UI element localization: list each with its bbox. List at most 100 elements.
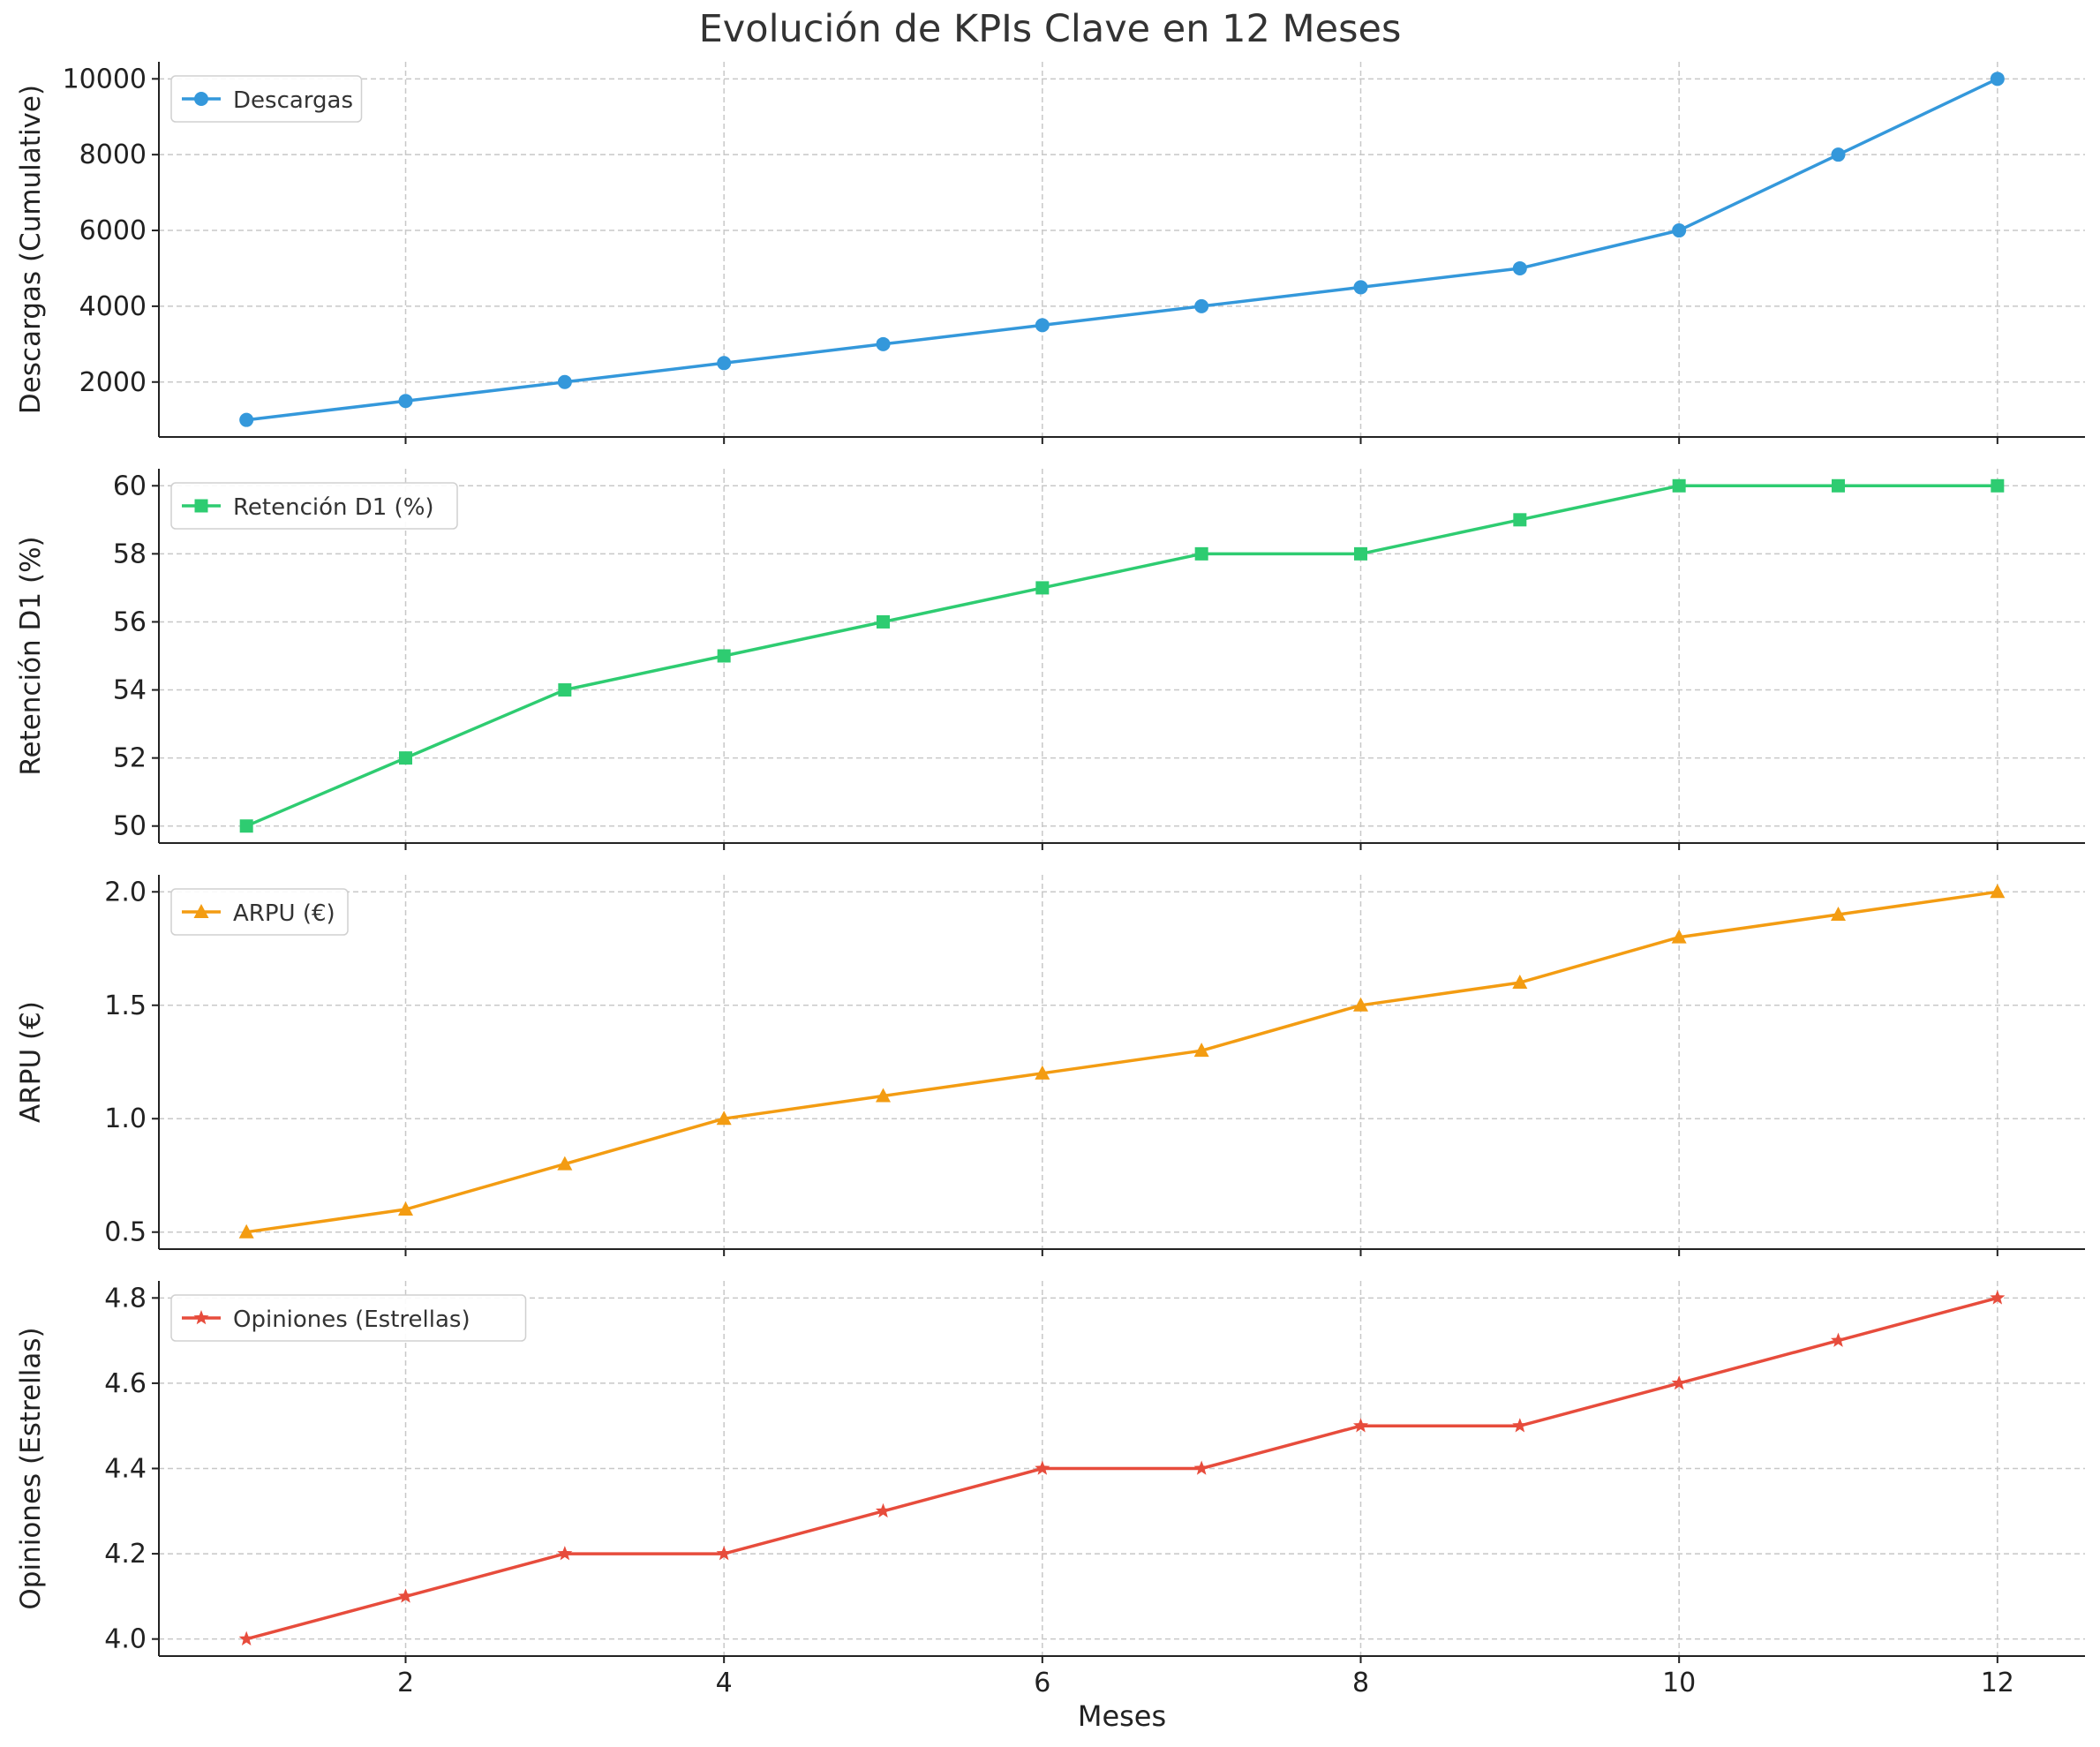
data-point [1830, 1332, 1847, 1347]
y-tick-label: 2.0 [104, 877, 147, 907]
data-point [1353, 280, 1368, 295]
data-point [1990, 1290, 2006, 1305]
data-point [1512, 1418, 1528, 1433]
x-tick-label: 8 [1352, 1668, 1369, 1698]
data-point [1035, 581, 1050, 595]
data-point [877, 614, 891, 629]
y-axis-label: Descargas (Cumulative) [15, 85, 47, 414]
data-point [557, 374, 572, 389]
data-point [716, 1546, 732, 1561]
data-point [716, 1111, 732, 1126]
chart-title: Evolución de KPIs Clave en 12 Meses [698, 7, 1402, 51]
data-point [1990, 72, 2005, 87]
data-point [239, 412, 254, 427]
data-point [557, 1546, 573, 1561]
y-tick-label: 52 [113, 743, 147, 774]
data-point [398, 394, 413, 409]
data-point [1512, 260, 1527, 275]
data-point [399, 751, 413, 765]
data-point [1035, 1460, 1050, 1475]
data-point [1830, 906, 1846, 921]
data-point [1352, 1418, 1369, 1433]
x-tick-label: 6 [1034, 1668, 1050, 1698]
data-point [1353, 546, 1367, 561]
legend: Opiniones (Estrellas) [170, 1294, 527, 1342]
series-line [245, 1296, 1998, 1641]
legend-box [170, 888, 349, 936]
data-point [1672, 223, 1687, 238]
y-tick-label: 4000 [79, 291, 147, 322]
data-point [1990, 884, 2006, 899]
x-tick-label: 10 [1662, 1668, 1696, 1698]
legend: Descargas [170, 75, 363, 123]
y-tick-label: 4.2 [104, 1539, 147, 1570]
subplot-2: 50 52 54 56 58 60 Retención D1 (%) Retención D1… [15, 469, 2085, 850]
y-axis-label: Retención D1 (%) [15, 536, 47, 775]
y-tick-label: 4.4 [104, 1454, 147, 1485]
data-point [239, 819, 253, 833]
subplot-3: 0.5 1.0 1.5 2.0 ARPU (€) ARPU (€) [15, 875, 2085, 1256]
data-point [238, 1224, 254, 1239]
data-point [1194, 298, 1209, 313]
data-point [1193, 1043, 1209, 1058]
data-point [1193, 1460, 1209, 1475]
y-tick-label: 4.8 [104, 1283, 147, 1314]
data-point [1352, 997, 1368, 1012]
legend-box [170, 75, 363, 123]
y-tick-label: 60 [113, 471, 147, 501]
data-point [398, 1201, 414, 1216]
subplot-1: 2000 4000 6000 8000 10000 Descargas (Cumulati… [15, 62, 2085, 444]
series-line [245, 890, 1998, 1234]
series-line [245, 77, 1998, 422]
legend-label: Descargas [233, 87, 353, 114]
y-tick-label: 10000 [63, 64, 147, 94]
y-tick-label: 54 [113, 675, 147, 706]
series-line [245, 484, 1998, 828]
data-point [397, 1588, 414, 1603]
legend-label: Opiniones (Estrellas) [233, 1306, 470, 1333]
data-point [876, 336, 891, 351]
data-point [717, 649, 731, 663]
data-point [717, 356, 732, 371]
y-tick-label: 0.5 [104, 1217, 147, 1248]
legend: Retención D1 (%) [170, 482, 458, 530]
data-point [558, 683, 572, 697]
legend-label: Retención D1 (%) [233, 494, 434, 521]
data-point [875, 1502, 892, 1518]
data-point [557, 1156, 573, 1171]
y-tick-label: 1.0 [104, 1103, 147, 1134]
y-tick-label: 50 [113, 811, 147, 842]
data-point [876, 1088, 892, 1103]
y-tick-label: 1.5 [104, 990, 147, 1021]
y-tick-label: 4.0 [104, 1624, 147, 1655]
data-point [1035, 1065, 1050, 1080]
x-axis-label: Meses [1078, 1699, 1166, 1733]
data-point [1035, 318, 1050, 333]
data-point [1194, 546, 1208, 561]
legend-marker [194, 499, 208, 513]
y-tick-label: 2000 [79, 367, 147, 398]
data-point [1513, 513, 1527, 527]
data-point [1991, 478, 2005, 493]
y-tick-label: 58 [113, 538, 147, 569]
legend-marker [193, 1310, 209, 1325]
y-tick-label: 56 [113, 606, 147, 637]
y-tick-label: 6000 [79, 215, 147, 246]
x-tick-label: 2 [397, 1668, 414, 1698]
y-tick-label: 8000 [79, 139, 147, 170]
x-tick-label: 4 [716, 1668, 733, 1698]
legend-marker [194, 92, 208, 106]
legend-box [170, 482, 458, 530]
y-tick-label: 4.6 [104, 1368, 147, 1399]
data-point [1671, 1374, 1687, 1390]
data-point [1672, 478, 1686, 493]
data-point [1831, 478, 1845, 493]
data-point [1512, 975, 1528, 990]
data-point [238, 1630, 254, 1645]
legend-label: ARPU (€) [233, 900, 335, 927]
legend-box [170, 1294, 527, 1342]
data-point [1831, 147, 1846, 162]
data-point [1671, 929, 1687, 944]
